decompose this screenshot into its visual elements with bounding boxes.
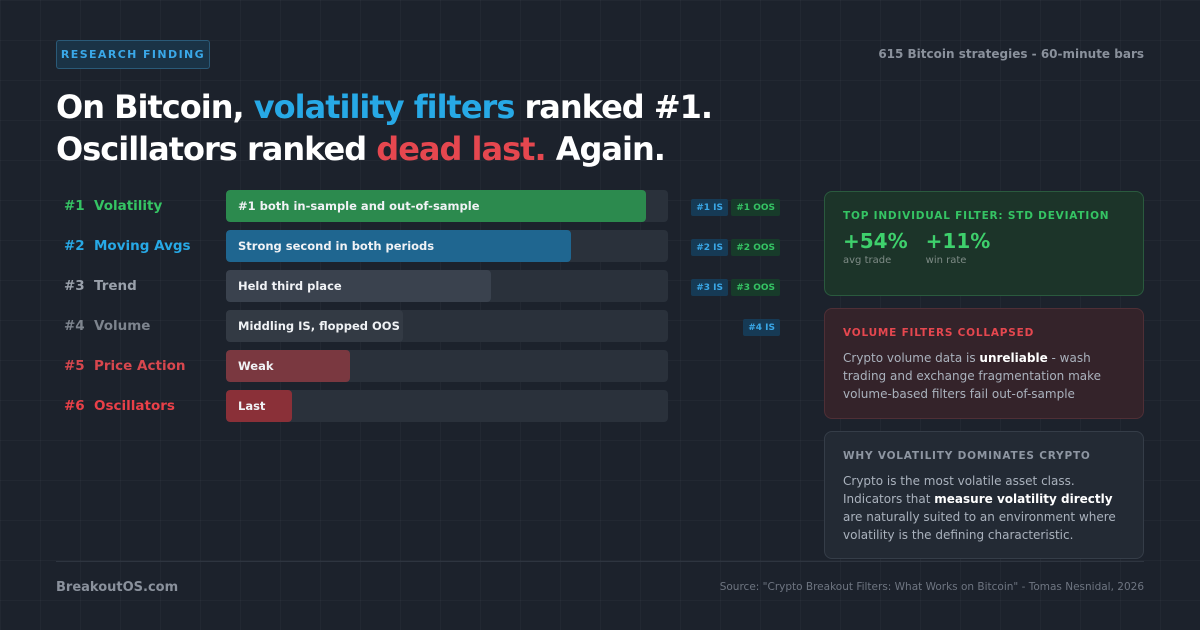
category-label: Price Action: [94, 358, 186, 374]
bar-label: Strong second in both periods: [238, 239, 435, 253]
volume-collapsed-card: VOLUME FILTERS COLLAPSED Crypto volume d…: [824, 308, 1144, 419]
source-citation: Source: "Crypto Breakout Filters: What W…: [719, 581, 1144, 593]
bar-label: Last: [238, 399, 266, 413]
bar: [226, 230, 571, 262]
body-emphasis: unreliable: [979, 351, 1048, 365]
bar-track: Strong second in both periods: [226, 230, 668, 262]
headline-highlight-dead-last: dead last.: [376, 130, 546, 168]
research-finding-badge: RESEARCH FINDING: [56, 40, 210, 69]
top-filter-card: TOP INDIVIDUAL FILTER: STD DEVIATION +54…: [824, 191, 1144, 296]
why-volatility-title: WHY VOLATILITY DOMINATES CRYPTO: [843, 450, 1091, 462]
volume-collapsed-body: Crypto volume data is unreliable - wash …: [843, 349, 1125, 403]
oos-rank-tag: #3 OOS: [731, 279, 780, 296]
bar-label: Held third place: [238, 279, 342, 293]
oos-rank-tag: #1 OOS: [731, 199, 780, 216]
stat-win-rate-label: win rate: [925, 255, 967, 266]
bar: [226, 270, 491, 302]
chart-row: #6 Oscillators Last: [56, 390, 786, 422]
chart-row: #5 Price Action Weak: [56, 350, 786, 382]
dataset-subtitle: 615 Bitcoin strategies - 60-minute bars: [878, 47, 1144, 61]
oos-rank-tag: #2 OOS: [731, 239, 780, 256]
footer-divider: [56, 561, 1144, 562]
bar-track: Middling IS, flopped OOS: [226, 310, 668, 342]
chart-row: #1 Volatility #1 both in-sample and out-of…: [56, 190, 786, 222]
headline-text: ranked #1.: [514, 88, 714, 126]
category-label: Oscillators: [94, 398, 175, 414]
headline-highlight-volatility: volatility filters: [253, 88, 516, 126]
stat-avg-trade: +54% avg trade: [843, 229, 908, 266]
body-text: Crypto volume data is: [843, 351, 980, 365]
chart-row: #4 Volume Middling IS, flopped OOS #4 IS: [56, 310, 786, 342]
category-label: Volume: [94, 318, 151, 334]
rank-label: #5: [64, 358, 85, 374]
stat-win-rate: +11% win rate: [926, 229, 991, 266]
is-rank-tag: #3 IS: [691, 279, 728, 296]
bar: [226, 310, 403, 342]
stat-avg-trade-label: avg trade: [843, 255, 892, 266]
headline-line-1: On Bitcoin, volatility filters ranked #1…: [56, 86, 956, 128]
category-label: Volatility: [94, 198, 163, 214]
bar-label: #1 both in-sample and out-of-sample: [238, 199, 480, 213]
bar-track: #1 both in-sample and out-of-sample: [226, 190, 668, 222]
bar-track: Weak: [226, 350, 668, 382]
category-label: Trend: [94, 278, 137, 294]
body-text: Crypto is the most volatile asset class.…: [843, 474, 1075, 506]
is-rank-tag: #4 IS: [743, 319, 780, 336]
why-volatility-body: Crypto is the most volatile asset class.…: [843, 472, 1125, 544]
stat-win-rate-value: +11%: [925, 229, 991, 253]
bar-label: Middling IS, flopped OOS: [238, 319, 400, 333]
volume-collapsed-title: VOLUME FILTERS COLLAPSED: [843, 327, 1035, 339]
headline-text: Again.: [545, 130, 666, 168]
bar: [226, 190, 646, 222]
category-label: Moving Avgs: [94, 238, 191, 254]
chart-row: #3 Trend Held third place #3 OOS #3 IS: [56, 270, 786, 302]
is-rank-tag: #2 IS: [691, 239, 728, 256]
body-text: are naturally suited to an environment w…: [843, 510, 1116, 542]
why-volatility-card: WHY VOLATILITY DOMINATES CRYPTO Crypto i…: [824, 431, 1144, 559]
is-rank-tag: #1 IS: [691, 199, 728, 216]
bar-track: Held third place: [226, 270, 668, 302]
headline-text: On Bitcoin,: [56, 88, 254, 126]
top-filter-title: TOP INDIVIDUAL FILTER: STD DEVIATION: [843, 210, 1110, 222]
rank-label: #4: [64, 318, 85, 334]
bar: [226, 350, 350, 382]
ranking-bar-chart: #1 Volatility #1 both in-sample and out-of…: [56, 190, 786, 430]
body-text: - wash trading and exchange fragmentatio…: [843, 351, 1102, 401]
rank-label: #6: [64, 398, 85, 414]
bar: [226, 390, 292, 422]
rank-label: #1: [64, 198, 85, 214]
bar-track: Last: [226, 390, 668, 422]
headline-line-2: Oscillators ranked dead last. Again.: [56, 128, 956, 170]
chart-row: #2 Moving Avgs Strong second in both perio…: [56, 230, 786, 262]
brand-footer: BreakoutOS.com: [56, 580, 179, 595]
headline-text: Oscillators ranked: [56, 130, 377, 168]
headline: On Bitcoin, volatility filters ranked #1…: [56, 86, 956, 170]
top-filter-stats: +54% avg trade +11% win rate: [843, 229, 1125, 266]
stat-avg-trade-value: +54%: [843, 229, 908, 253]
rank-label: #2: [64, 238, 85, 254]
rank-label: #3: [64, 278, 85, 294]
bar-label: Weak: [238, 359, 274, 373]
body-emphasis: measure volatility directly: [934, 492, 1113, 506]
